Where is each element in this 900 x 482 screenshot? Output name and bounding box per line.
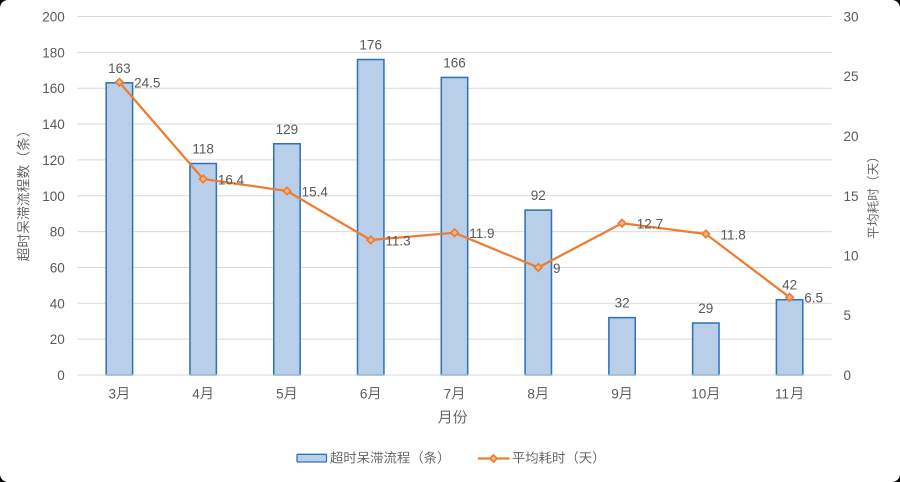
svg-text:163: 163 xyxy=(108,61,131,76)
svg-text:32: 32 xyxy=(615,296,630,311)
svg-text:129: 129 xyxy=(276,122,299,137)
svg-text:80: 80 xyxy=(50,225,65,240)
svg-text:16.4: 16.4 xyxy=(218,172,245,187)
svg-text:15.4: 15.4 xyxy=(302,184,329,199)
svg-text:3: 3 xyxy=(109,386,117,401)
svg-text:176: 176 xyxy=(359,38,382,53)
svg-text:25: 25 xyxy=(844,69,859,84)
svg-text:10: 10 xyxy=(691,386,706,401)
svg-text:166: 166 xyxy=(443,55,466,70)
svg-text:0: 0 xyxy=(57,368,65,383)
svg-text:9: 9 xyxy=(553,261,561,276)
svg-text:6: 6 xyxy=(360,386,368,401)
svg-text:11: 11 xyxy=(775,386,789,401)
svg-text:7: 7 xyxy=(444,386,452,401)
svg-text:12.7: 12.7 xyxy=(637,217,663,232)
svg-text:6.5: 6.5 xyxy=(804,291,823,306)
svg-text:5: 5 xyxy=(844,308,852,323)
svg-text:5: 5 xyxy=(276,386,284,401)
svg-text:100: 100 xyxy=(42,189,65,204)
svg-text:4: 4 xyxy=(192,386,200,401)
svg-text:8: 8 xyxy=(527,386,535,401)
svg-text:11.3: 11.3 xyxy=(385,233,410,248)
svg-text:0: 0 xyxy=(844,368,852,383)
svg-text:30: 30 xyxy=(844,10,859,25)
svg-text:42: 42 xyxy=(782,278,797,293)
svg-text:11.9: 11.9 xyxy=(469,226,494,241)
svg-text:24.5: 24.5 xyxy=(134,76,160,91)
svg-text:120: 120 xyxy=(42,153,65,168)
svg-text:10: 10 xyxy=(844,249,859,264)
svg-text:11.8: 11.8 xyxy=(721,227,746,242)
svg-text:40: 40 xyxy=(50,296,65,311)
svg-text:200: 200 xyxy=(42,10,65,25)
svg-text:180: 180 xyxy=(42,45,65,60)
svg-text:9: 9 xyxy=(611,386,619,401)
svg-text:20: 20 xyxy=(844,129,859,144)
svg-text:20: 20 xyxy=(50,332,65,347)
svg-text:160: 160 xyxy=(42,81,65,96)
svg-text:60: 60 xyxy=(50,260,65,275)
svg-text:29: 29 xyxy=(698,301,713,316)
svg-text:15: 15 xyxy=(844,189,859,204)
svg-text:118: 118 xyxy=(192,142,214,157)
svg-text:92: 92 xyxy=(531,188,546,203)
svg-text:140: 140 xyxy=(42,117,65,132)
